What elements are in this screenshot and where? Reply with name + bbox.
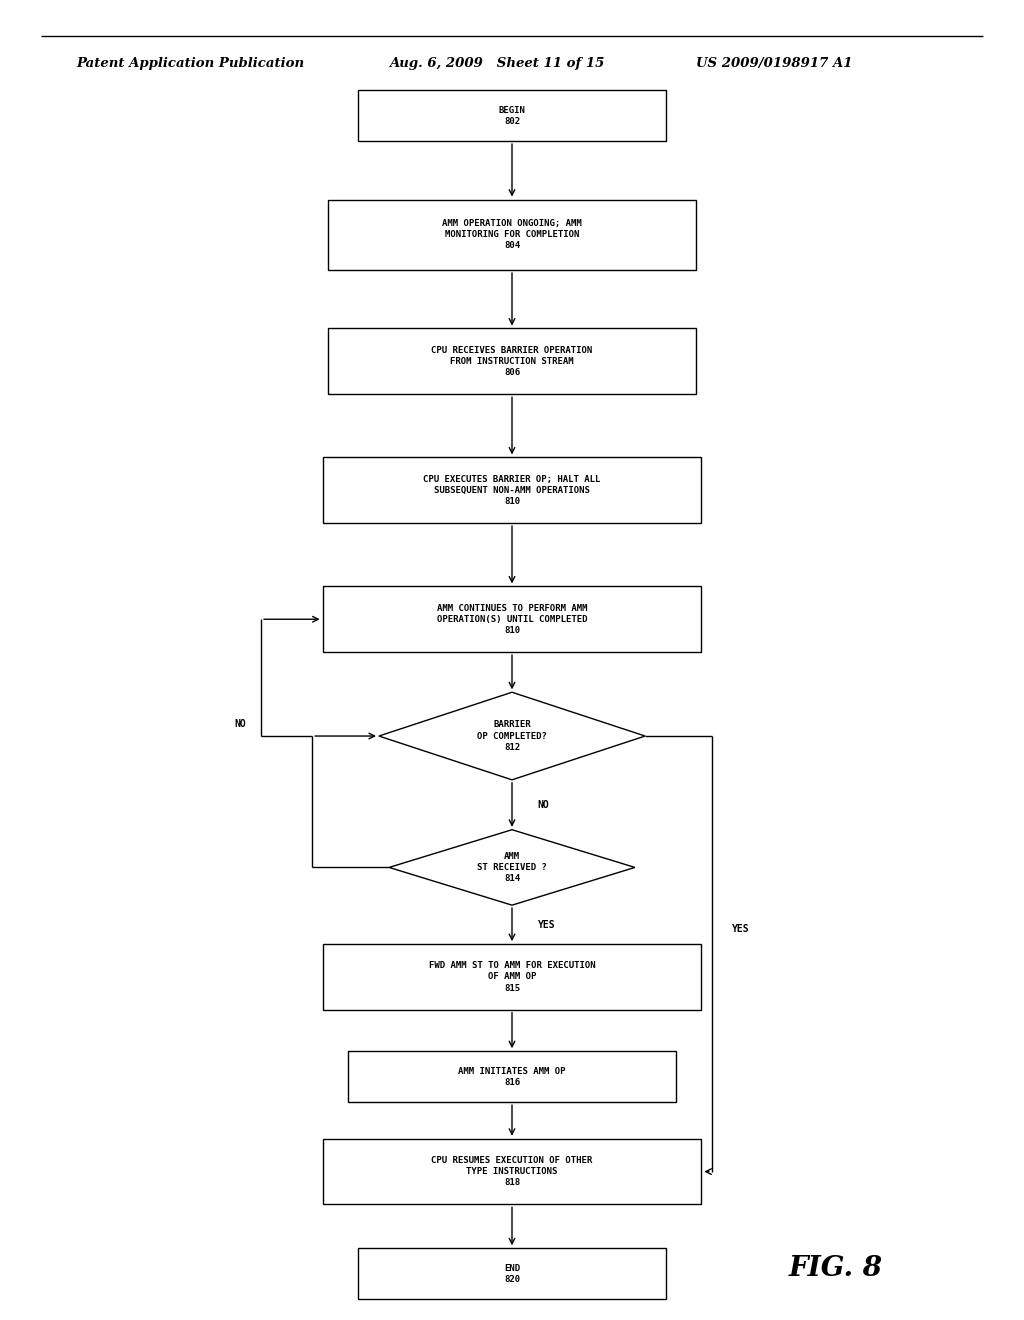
Text: AMM CONTINUES TO PERFORM AMM
OPERATION(S) UNTIL COMPLETED
810: AMM CONTINUES TO PERFORM AMM OPERATION(S… bbox=[437, 603, 587, 635]
Text: YES: YES bbox=[732, 924, 750, 935]
Text: AMM INITIATES AMM OP
816: AMM INITIATES AMM OP 816 bbox=[459, 1067, 565, 1086]
Text: Patent Application Publication: Patent Application Publication bbox=[77, 57, 305, 70]
Text: CPU RECEIVES BARRIER OPERATION
FROM INSTRUCTION STREAM
806: CPU RECEIVES BARRIER OPERATION FROM INST… bbox=[431, 346, 593, 378]
FancyBboxPatch shape bbox=[323, 458, 701, 523]
Text: US 2009/0198917 A1: US 2009/0198917 A1 bbox=[696, 57, 853, 70]
Text: YES: YES bbox=[538, 920, 555, 929]
FancyBboxPatch shape bbox=[323, 944, 701, 1010]
Text: BEGIN
802: BEGIN 802 bbox=[499, 106, 525, 125]
Polygon shape bbox=[389, 830, 635, 906]
FancyBboxPatch shape bbox=[358, 1249, 666, 1299]
FancyBboxPatch shape bbox=[323, 586, 701, 652]
Text: NO: NO bbox=[538, 800, 549, 809]
Text: AMM OPERATION ONGOING; AMM
MONITORING FOR COMPLETION
804: AMM OPERATION ONGOING; AMM MONITORING FO… bbox=[442, 219, 582, 251]
FancyBboxPatch shape bbox=[323, 1139, 701, 1204]
Text: FWD AMM ST TO AMM FOR EXECUTION
OF AMM OP
815: FWD AMM ST TO AMM FOR EXECUTION OF AMM O… bbox=[429, 961, 595, 993]
FancyBboxPatch shape bbox=[348, 1051, 676, 1102]
Text: FIG. 8: FIG. 8 bbox=[788, 1255, 883, 1283]
FancyBboxPatch shape bbox=[358, 90, 666, 141]
Text: BARRIER
OP COMPLETED?
812: BARRIER OP COMPLETED? 812 bbox=[477, 721, 547, 751]
Text: Aug. 6, 2009   Sheet 11 of 15: Aug. 6, 2009 Sheet 11 of 15 bbox=[389, 57, 604, 70]
Text: NO: NO bbox=[234, 719, 246, 729]
Text: CPU EXECUTES BARRIER OP; HALT ALL
SUBSEQUENT NON-AMM OPERATIONS
810: CPU EXECUTES BARRIER OP; HALT ALL SUBSEQ… bbox=[423, 475, 601, 506]
FancyBboxPatch shape bbox=[328, 199, 696, 271]
Text: CPU RESUMES EXECUTION OF OTHER
TYPE INSTRUCTIONS
818: CPU RESUMES EXECUTION OF OTHER TYPE INST… bbox=[431, 1156, 593, 1187]
Polygon shape bbox=[379, 692, 645, 780]
FancyBboxPatch shape bbox=[328, 329, 696, 395]
Text: AMM
ST RECEIVED ?
814: AMM ST RECEIVED ? 814 bbox=[477, 851, 547, 883]
Text: END
820: END 820 bbox=[504, 1263, 520, 1284]
